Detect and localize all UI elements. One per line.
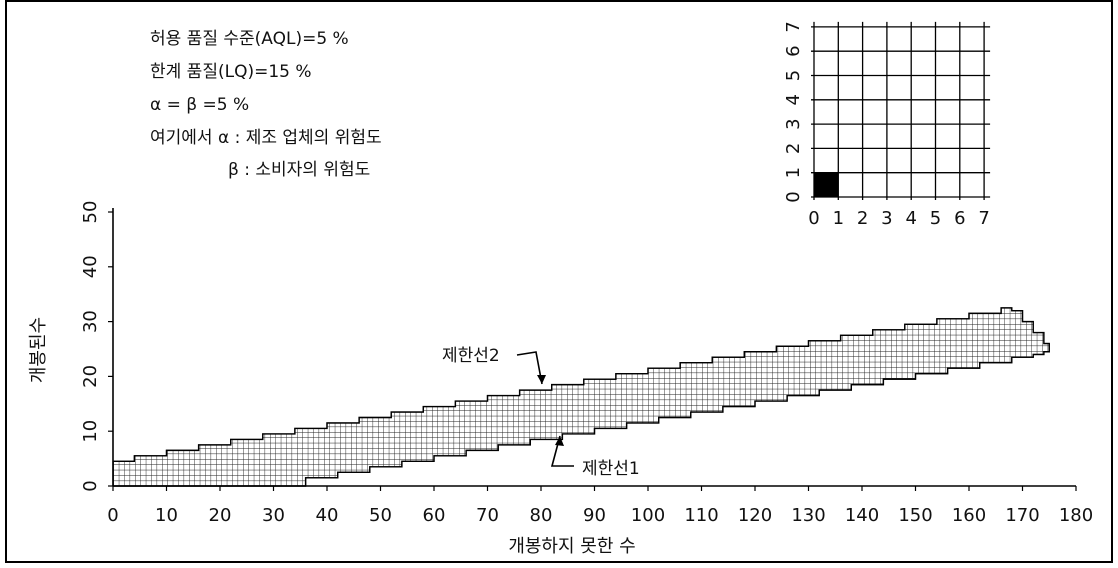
inset-y-tick-label: 6 bbox=[783, 45, 804, 56]
x-tick-label: 10 bbox=[155, 505, 178, 526]
x-tick-label: 80 bbox=[530, 505, 553, 526]
y-tick-label: 10 bbox=[80, 420, 101, 443]
x-tick-label: 30 bbox=[262, 505, 285, 526]
inset-y-tick-label: 3 bbox=[783, 118, 804, 129]
x-tick-label: 130 bbox=[791, 505, 825, 526]
notes-block: 허용 품질 수준(AQL)=5 % 한계 품질(LQ)=15 % α = β =… bbox=[150, 29, 382, 180]
inset-y-tick-label: 5 bbox=[783, 70, 804, 81]
limit-line-1-arrowhead bbox=[555, 436, 564, 446]
x-tick-label: 160 bbox=[952, 505, 986, 526]
limit-line-1-arrow bbox=[550, 435, 574, 467]
inset-x-tick-label: 3 bbox=[881, 208, 892, 229]
x-tick-labels: 0 10 20 30 40 50 60 70 80 90 100 110 120 130 140 150 160… bbox=[107, 486, 1093, 526]
inset-x-tick-label: 5 bbox=[930, 208, 941, 229]
x-tick-label: 90 bbox=[583, 505, 606, 526]
x-tick-label: 70 bbox=[476, 505, 499, 526]
note-lq: 한계 품질(LQ)=15 % bbox=[150, 62, 312, 82]
inset-x-tick-label: 4 bbox=[905, 208, 916, 229]
x-tick-label: 40 bbox=[316, 505, 339, 526]
inset-y-tick-label: 4 bbox=[783, 94, 804, 105]
limit-line-1-label: 제한선1 bbox=[582, 459, 640, 479]
x-axis-label: 개봉하지 못한 수 bbox=[508, 536, 635, 557]
limit-line-2-arrow bbox=[516, 351, 543, 385]
note-aql: 허용 품질 수준(AQL)=5 % bbox=[150, 29, 349, 49]
y-tick-label: 40 bbox=[80, 255, 101, 278]
limit-line-2-arrowhead bbox=[537, 375, 546, 384]
inset-x-tick-label: 2 bbox=[857, 208, 868, 229]
inset-x-tick-label: 7 bbox=[978, 208, 989, 229]
x-tick-label: 60 bbox=[423, 505, 446, 526]
inset-filled-cell bbox=[814, 172, 839, 197]
acceptance-band bbox=[112, 307, 1050, 487]
series-line-limit-2 bbox=[113, 307, 1050, 463]
limit-line-2-label: 제한선2 bbox=[442, 346, 500, 366]
y-tick-label: 20 bbox=[80, 365, 101, 388]
x-tick-label: 20 bbox=[209, 505, 232, 526]
x-tick-label: 180 bbox=[1059, 505, 1093, 526]
x-tick-label: 120 bbox=[738, 505, 772, 526]
series-line-limit-1 bbox=[113, 349, 1050, 487]
inset-x-tick-label: 6 bbox=[954, 208, 965, 229]
inset-y-tick-label: 7 bbox=[783, 21, 804, 32]
inset-x-tick-label: 0 bbox=[808, 208, 819, 229]
x-tick-label: 140 bbox=[845, 505, 879, 526]
y-tick-label: 0 bbox=[80, 480, 101, 491]
x-tick-label: 100 bbox=[631, 505, 665, 526]
figure-border bbox=[5, 0, 1113, 563]
x-tick-label: 110 bbox=[684, 505, 718, 526]
inset-y-tick-label: 1 bbox=[783, 167, 804, 178]
x-tick-label: 150 bbox=[898, 505, 932, 526]
y-tick-label: 30 bbox=[80, 310, 101, 333]
x-tick-label: 170 bbox=[1005, 505, 1039, 526]
inset-y-tick-label: 0 bbox=[783, 191, 804, 202]
inset-y-tick-label: 2 bbox=[783, 143, 804, 154]
note-alpha-beta: α = β =5 % bbox=[150, 95, 249, 115]
y-tick-labels: 0 10 20 30 40 50 bbox=[80, 201, 113, 492]
y-tick-label: 50 bbox=[80, 201, 101, 224]
x-tick-label: 0 bbox=[107, 505, 118, 526]
y-axis-label: 개봉된수 bbox=[28, 317, 49, 383]
x-tick-label: 50 bbox=[369, 505, 392, 526]
note-alpha-def: 여기에서 α : 제조 업체의 위험도 bbox=[150, 128, 382, 148]
note-beta-def: β : 소비자의 위험도 bbox=[228, 160, 370, 180]
inset-x-tick-label: 1 bbox=[833, 208, 844, 229]
